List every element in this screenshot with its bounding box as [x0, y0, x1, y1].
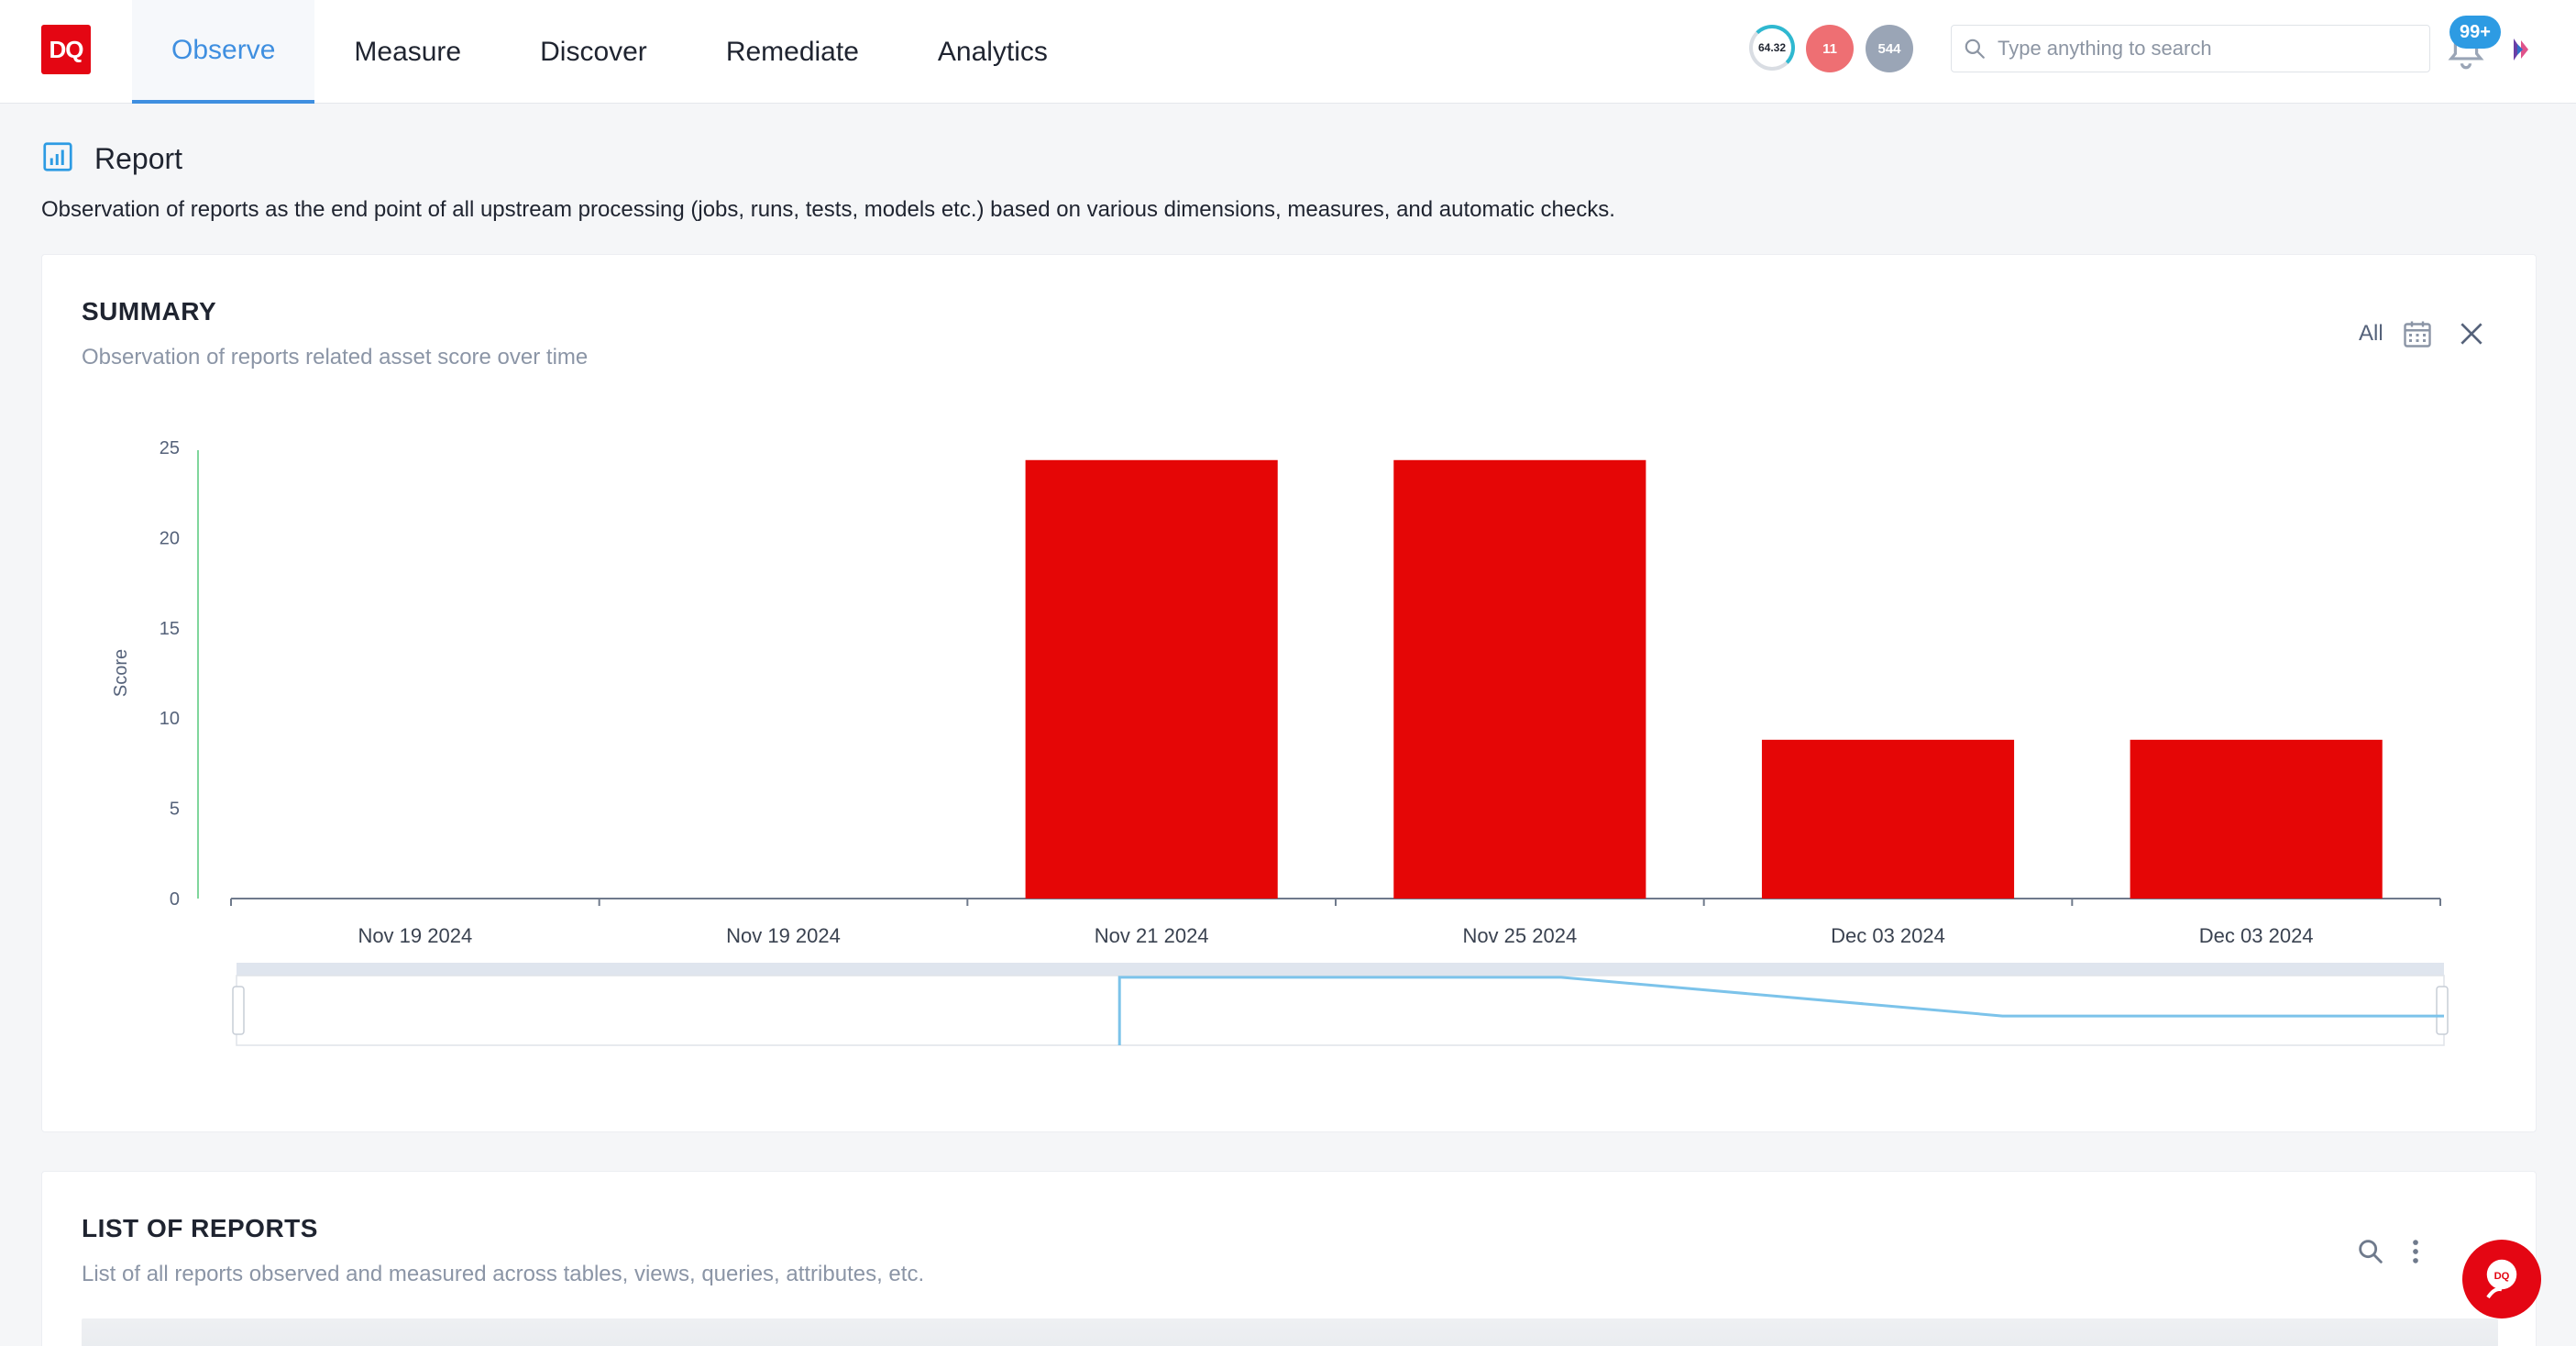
report-chart-icon	[41, 140, 74, 178]
dq-score-indicator[interactable]: 64.32	[1749, 25, 1795, 71]
tab-observe[interactable]: Observe	[132, 0, 315, 104]
main-nav: Observe Measure Discover Remediate Analy…	[132, 0, 1087, 104]
y-tick-label: 20	[160, 528, 180, 548]
x-tick-label: Dec 03 2024	[2199, 924, 2314, 947]
summary-subtitle: Observation of reports related asset sco…	[82, 345, 589, 370]
top-navigation-bar: DQ Observe Measure Discover Remediate An…	[0, 0, 2576, 104]
alerts-count-badge[interactable]: 11	[1806, 25, 1854, 72]
y-tick-label: 10	[160, 709, 180, 729]
y-tick-label: 5	[170, 800, 180, 820]
y-axis-label: Score	[111, 649, 131, 697]
x-axis: Nov 19 2024 Nov 19 2024 Nov 21 2024 Nov 25 …	[230, 898, 2441, 947]
x-tick-label: Nov 19 2024	[358, 924, 472, 947]
page-description: Observation of reports as the end point …	[41, 197, 1615, 222]
bar[interactable]	[1025, 459, 1278, 899]
x-tick-label: Nov 21 2024	[1095, 924, 1209, 947]
overview-right-handle[interactable]	[2436, 986, 2449, 1035]
x-tick-label: Nov 19 2024	[726, 924, 841, 947]
search-icon	[1952, 26, 1998, 72]
search-icon[interactable]	[2355, 1236, 2386, 1267]
page-header: Report	[41, 140, 182, 177]
list-title: LIST OF REPORTS	[82, 1214, 318, 1242]
x-tick-label: Nov 25 2024	[1462, 924, 1577, 947]
overview-slider[interactable]	[232, 963, 2449, 1046]
reports-table-header	[82, 1318, 2498, 1346]
overview-handle-bar[interactable]	[237, 963, 2444, 976]
list-subtitle: List of all reports observed and measure…	[82, 1262, 925, 1286]
overview-window[interactable]	[236, 975, 2445, 1046]
notification-count-badge[interactable]: 99+	[2449, 16, 2501, 49]
tab-discover[interactable]: Discover	[540, 36, 647, 67]
bar[interactable]	[2130, 739, 2383, 899]
y-tick-label: 25	[160, 438, 180, 458]
summary-title: SUMMARY	[82, 297, 217, 325]
calendar-icon[interactable]	[2401, 317, 2434, 350]
overview-series-line	[1117, 976, 2444, 1045]
tab-remediate[interactable]: Remediate	[725, 36, 859, 67]
tab-measure[interactable]: Measure	[354, 36, 462, 67]
close-icon[interactable]	[2457, 319, 2486, 348]
chat-support-icon[interactable]: DQ	[2462, 1240, 2541, 1318]
svg-text:DQ: DQ	[2494, 1271, 2510, 1282]
app-logo[interactable]: DQ	[41, 25, 91, 74]
bars	[1025, 459, 2383, 899]
date-range-all[interactable]: All	[2359, 321, 2383, 346]
tab-analytics[interactable]: Analytics	[937, 36, 1048, 67]
page-title: Report	[94, 141, 183, 175]
summary-card: SUMMARY Observation of reports related a…	[41, 254, 2537, 1132]
y-tick-label: 15	[160, 619, 180, 639]
more-options-icon[interactable]	[2409, 1236, 2422, 1267]
x-tick-label: Dec 03 2024	[1831, 924, 1945, 947]
overview-left-handle[interactable]	[232, 986, 245, 1035]
bar[interactable]	[1761, 739, 2015, 899]
list-of-reports-card: LIST OF REPORTS List of all reports obse…	[41, 1171, 2537, 1346]
search-input[interactable]	[1998, 37, 2410, 61]
user-avatar[interactable]	[2501, 31, 2537, 68]
y-axis: 0 5 10 15 20 25 Score	[111, 438, 199, 910]
issues-count-badge[interactable]: 544	[1866, 25, 1913, 72]
global-search[interactable]	[1951, 25, 2430, 72]
y-tick-label: 0	[170, 889, 180, 910]
bar[interactable]	[1393, 459, 1646, 899]
